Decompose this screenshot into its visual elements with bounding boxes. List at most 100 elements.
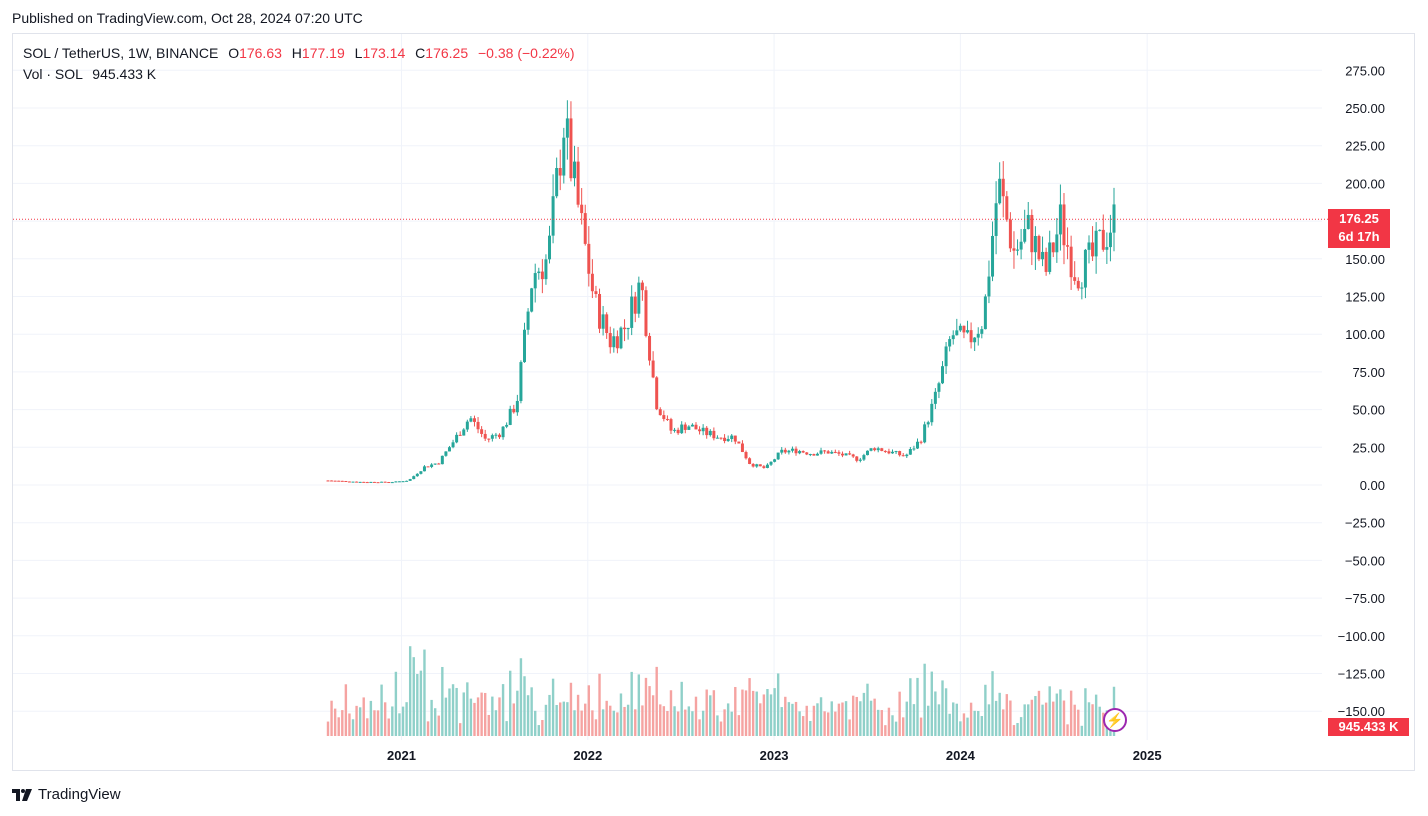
candle-body [501,426,505,438]
volume-bar [691,711,694,736]
volume-bar [591,710,594,736]
candle-body [840,453,844,456]
candle-body [551,196,555,236]
candle-body [976,333,980,338]
open-value: 176.63 [239,45,282,61]
volume-bar [859,701,862,736]
volume-bar [580,710,583,736]
candle-body [662,415,666,419]
chart-frame [12,33,1415,771]
candle-body [991,235,995,277]
volume-bar [826,712,830,736]
volume-bar [1091,704,1094,736]
volume-bar [341,710,344,736]
volume-bar [441,666,444,736]
candle-body [1005,196,1009,220]
volume-bar [358,707,362,736]
volume-bar [966,717,969,736]
candle-body [573,161,577,179]
candle-body [451,442,455,448]
x-tick-label: 2025 [1133,748,1162,763]
candle-body [465,421,469,430]
volume-bar [398,713,401,736]
candle-body [1087,242,1091,250]
candle-body [676,429,680,434]
candle-body [680,424,684,434]
volume-bar [759,703,762,736]
volume-bar [369,700,373,736]
candle-body [701,427,705,432]
y-tick-label: 275.00 [1345,63,1385,78]
volume-bar [809,720,812,736]
candle-body [694,424,698,430]
candle-body [755,464,759,467]
volume-bar [694,696,698,736]
candle-body [487,438,491,440]
volume-bar [619,693,623,736]
candle-body [440,455,444,465]
volume-bar [894,721,898,736]
y-tick-label: 25.00 [1352,440,1385,455]
candle-body [376,482,380,484]
y-tick-label: −25.00 [1345,516,1385,531]
volume-bar [455,687,458,736]
volume-bar [919,717,923,736]
volume-bar [751,690,755,736]
volume-bar [891,715,894,736]
volume-bar [494,710,498,736]
volume-bar [909,678,912,736]
symbol-title[interactable]: SOL / TetherUS, 1W, BINANCE [23,45,219,61]
volume-bar [877,709,880,736]
volume-bar [1087,702,1091,736]
candle-body [651,360,655,378]
candle-body [483,433,487,439]
high-value: 177.19 [301,45,345,61]
lightning-icon[interactable]: ⚡ [1103,708,1127,732]
volume-bar [655,666,658,736]
candle-body [715,437,719,439]
volume-bar [962,713,966,736]
volume-bar [866,683,869,736]
volume-bar [376,710,380,736]
volume-bar [448,688,451,736]
volume-bar [841,702,844,736]
volume-bar [458,723,462,736]
volume-bar [701,710,705,736]
candle-body [619,327,623,349]
volume-bar [737,715,741,736]
volume-bar [444,697,448,736]
volume-bar [1098,706,1101,736]
volume-bar [887,707,891,736]
candle-body [519,362,523,401]
candle-body [405,480,409,482]
candle-body [476,421,480,430]
candle-body [719,437,723,439]
volume-bar [423,649,426,736]
volume-bar [1041,704,1044,736]
volume-bar [637,674,641,736]
candle-body [380,481,384,483]
volume-bar [1062,700,1066,736]
candle-body [1051,242,1055,253]
footer-brand[interactable]: TradingView [38,786,121,803]
candle-body [808,454,812,456]
y-tick-label: 0.00 [1360,478,1385,493]
candle-body [844,453,848,456]
volume-label[interactable]: Vol · SOL [23,66,83,82]
candle-body [765,464,769,468]
volume-bar [326,721,330,736]
volume-bar [394,671,398,736]
candle-body [648,335,652,361]
candle-body [805,452,809,455]
volume-bar [634,709,637,736]
candle-body [372,481,376,483]
candle-body [569,118,573,179]
volume-bar [601,709,605,736]
volume-bar [505,721,508,736]
candle-body [630,296,634,328]
volume-bar [562,701,565,736]
candle-body [369,481,373,483]
footer: TradingView [12,786,121,803]
candle-body [930,403,934,423]
